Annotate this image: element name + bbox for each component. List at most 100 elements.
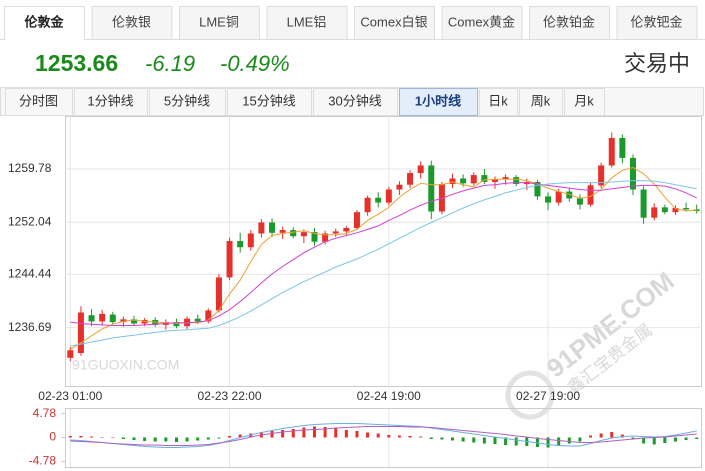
candle-body bbox=[407, 173, 414, 185]
macd-bar bbox=[387, 435, 391, 438]
macd-bar bbox=[344, 430, 348, 438]
macd-bar bbox=[673, 437, 677, 442]
macd-bar bbox=[132, 437, 136, 440]
x-tick-label: 02-27 19:00 bbox=[516, 389, 580, 403]
period-label: 1小时线 bbox=[415, 93, 461, 108]
instrument-tab[interactable]: 伦敦铂金 bbox=[529, 6, 610, 40]
tab-label: 伦敦钯金 bbox=[630, 14, 682, 29]
moving-line bbox=[70, 182, 697, 326]
macd-bar bbox=[599, 433, 603, 438]
macd-bar bbox=[100, 437, 104, 438]
period-label: 30分钟线 bbox=[328, 93, 381, 108]
tab-box bbox=[4, 6, 85, 40]
macd-bar bbox=[451, 437, 455, 441]
candle-body bbox=[120, 319, 127, 323]
instrument-tab[interactable]: 伦敦钯金 bbox=[616, 6, 698, 40]
period-box bbox=[399, 88, 478, 116]
period-tab[interactable]: 5分钟线 bbox=[149, 88, 226, 116]
macd-bar bbox=[567, 437, 571, 444]
period-tab[interactable]: 30分钟线 bbox=[313, 88, 398, 116]
tab-label: 伦敦铂金 bbox=[543, 14, 595, 29]
candle-body bbox=[481, 175, 488, 182]
candle-body bbox=[194, 318, 201, 322]
period-tab[interactable]: 周k bbox=[519, 88, 563, 116]
tab-box bbox=[266, 6, 348, 40]
macd-bar bbox=[270, 431, 274, 438]
candle-body bbox=[88, 315, 95, 322]
candle-body bbox=[683, 208, 690, 210]
candle-body bbox=[279, 230, 286, 233]
candle-body bbox=[109, 314, 116, 323]
candle-body bbox=[269, 222, 276, 233]
macd-bar bbox=[620, 434, 624, 438]
candle-body bbox=[343, 227, 350, 232]
candle-body bbox=[438, 184, 445, 212]
macd-bar bbox=[493, 437, 497, 444]
tab-box bbox=[91, 6, 173, 40]
macd-bar bbox=[557, 437, 561, 446]
candle-body bbox=[237, 241, 244, 248]
instrument-tab[interactable]: LME铝 bbox=[266, 6, 348, 40]
candle-body bbox=[598, 165, 605, 186]
macd-bar bbox=[472, 437, 476, 443]
tab-box bbox=[179, 6, 260, 40]
macd-bar bbox=[652, 437, 656, 445]
candle-body bbox=[651, 207, 658, 218]
tab-box bbox=[354, 6, 435, 40]
period-box bbox=[479, 88, 518, 116]
watermark: 91GUOXIN.COM bbox=[72, 357, 179, 373]
candle-body bbox=[672, 208, 679, 213]
period-box bbox=[5, 88, 73, 116]
tab-box bbox=[616, 6, 698, 40]
candle-body bbox=[587, 185, 594, 205]
macd-bar bbox=[334, 428, 338, 438]
candle-body bbox=[640, 189, 647, 218]
macd-bar bbox=[440, 437, 444, 440]
macd-bar bbox=[419, 436, 423, 438]
moving-line bbox=[70, 426, 697, 446]
period-tab[interactable]: 1分钟线 bbox=[74, 88, 148, 116]
macd-bar bbox=[238, 434, 242, 438]
macd-bar bbox=[663, 437, 667, 443]
tab-label: LME铜 bbox=[199, 14, 239, 29]
period-tab[interactable]: 15分钟线 bbox=[227, 88, 312, 116]
instrument-tab[interactable]: 伦敦银 bbox=[91, 6, 173, 40]
instrument-tab[interactable]: Comex黄金 bbox=[441, 6, 523, 40]
instrument-tab[interactable]: Comex白银 bbox=[354, 6, 435, 40]
tab-label: LME铝 bbox=[287, 14, 327, 29]
candle-body bbox=[353, 212, 360, 228]
candle-body bbox=[300, 232, 307, 237]
instrument-tab[interactable]: LME铜 bbox=[179, 6, 260, 40]
macd-bar bbox=[642, 437, 646, 444]
period-tab[interactable]: 分时图 bbox=[5, 88, 73, 116]
candle-body bbox=[513, 177, 520, 185]
candle-body bbox=[417, 165, 424, 174]
instrument-tab[interactable]: 伦敦金 bbox=[4, 6, 85, 40]
macd-bar bbox=[143, 437, 147, 441]
macd-bar bbox=[684, 437, 688, 440]
macd-bar bbox=[355, 431, 359, 438]
candle-body bbox=[322, 233, 329, 242]
candle-body bbox=[491, 179, 498, 182]
y-tick-label: 4.78 bbox=[33, 406, 57, 420]
candle-body bbox=[77, 312, 84, 354]
change-percent: -0.49% bbox=[220, 51, 290, 76]
candle-body bbox=[502, 177, 509, 180]
tab-label: Comex黄金 bbox=[448, 14, 515, 29]
macd-bar bbox=[366, 432, 370, 438]
candle-body bbox=[470, 175, 477, 184]
candle-body bbox=[534, 181, 541, 197]
macd-bar bbox=[111, 437, 115, 438]
period-tab[interactable]: 月k bbox=[564, 88, 605, 116]
period-label: 15分钟线 bbox=[242, 93, 295, 108]
period-box bbox=[149, 88, 226, 116]
candle-body bbox=[385, 189, 392, 203]
macd-bar bbox=[206, 437, 210, 440]
macd-bar bbox=[323, 427, 327, 438]
plot-frame bbox=[65, 116, 702, 387]
period-tab[interactable]: 1小时线 bbox=[399, 88, 478, 116]
y-tick-label: 0 bbox=[49, 430, 56, 444]
period-tab[interactable]: 日k bbox=[479, 88, 518, 116]
moving-line bbox=[70, 180, 697, 347]
